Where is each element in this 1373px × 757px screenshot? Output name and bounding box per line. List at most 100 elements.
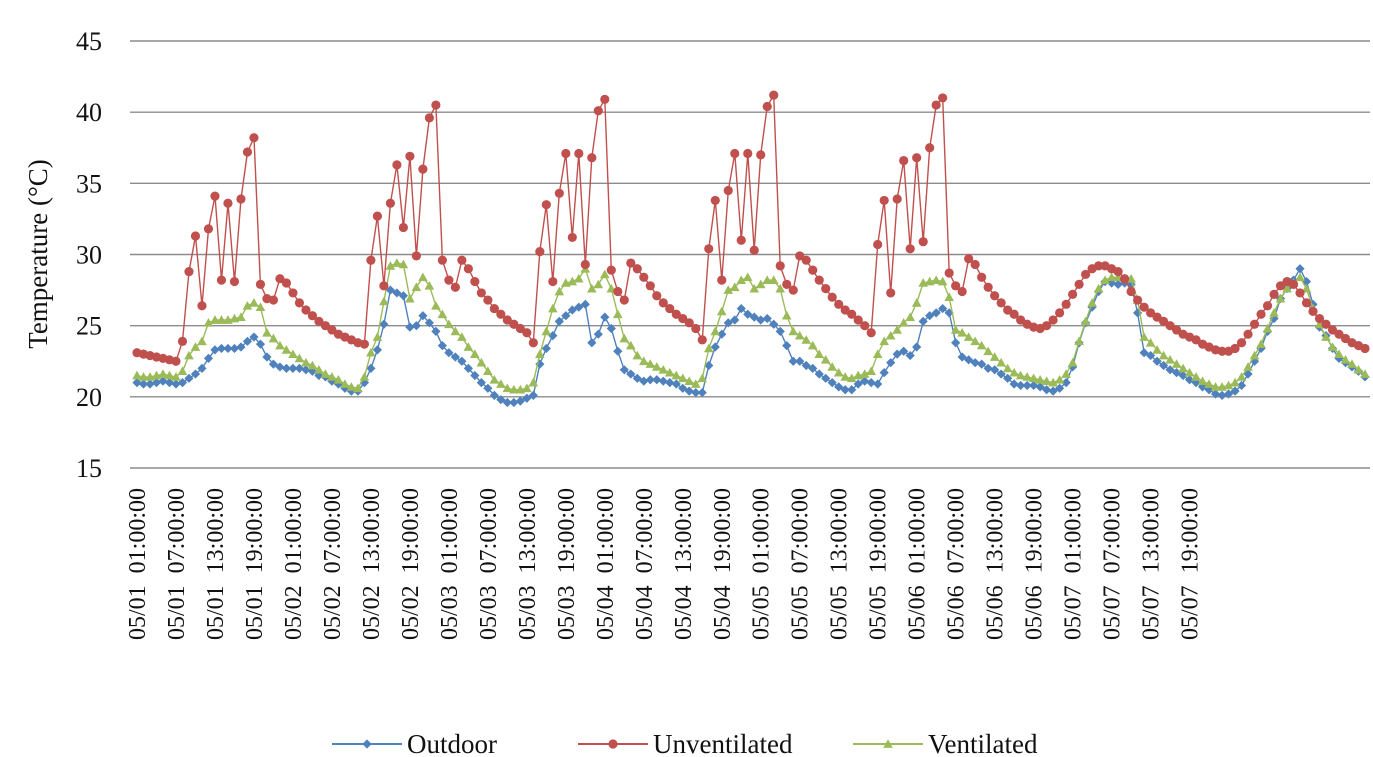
data-point <box>625 340 636 350</box>
data-point <box>1152 312 1162 322</box>
data-point <box>775 326 785 336</box>
data-point <box>723 318 733 328</box>
data-point <box>548 276 558 287</box>
data-point <box>288 288 298 298</box>
data-point <box>1093 283 1104 293</box>
data-point <box>385 198 395 208</box>
data-point <box>1204 379 1214 388</box>
data-point <box>418 311 428 321</box>
data-point <box>1042 321 1052 331</box>
data-point <box>1139 302 1149 312</box>
legend-marker <box>362 739 372 749</box>
x-tick-label: 05/05 19:00:00 <box>866 488 892 640</box>
data-point <box>333 379 344 389</box>
data-point <box>1184 375 1195 385</box>
data-point <box>431 300 441 310</box>
data-point <box>749 245 759 255</box>
data-point <box>886 288 896 298</box>
data-point <box>320 369 331 378</box>
data-point <box>437 255 447 265</box>
data-point <box>950 325 961 334</box>
data-point <box>1308 306 1318 317</box>
data-point <box>268 359 279 369</box>
data-point <box>1191 372 1201 381</box>
data-point <box>820 355 831 364</box>
data-point <box>496 395 506 405</box>
data-point <box>483 383 493 393</box>
data-point <box>866 328 876 338</box>
data-point <box>574 302 584 312</box>
data-point <box>677 373 688 383</box>
data-point <box>489 374 500 384</box>
data-point <box>171 356 181 366</box>
data-point <box>1236 372 1247 381</box>
data-point <box>1106 272 1117 282</box>
data-point <box>502 397 512 408</box>
data-point <box>879 368 889 378</box>
data-point <box>1243 369 1253 379</box>
data-point <box>847 309 857 319</box>
data-point <box>229 276 240 287</box>
data-point <box>639 376 649 386</box>
data-point <box>847 385 857 395</box>
data-point <box>1171 368 1182 378</box>
data-point <box>1042 385 1052 395</box>
data-point <box>1314 313 1325 324</box>
legend-item-unventilated: Unventilated <box>578 729 793 757</box>
data-point <box>665 378 675 388</box>
data-point <box>535 247 545 257</box>
data-point <box>606 265 616 275</box>
data-point <box>1074 336 1084 346</box>
data-point <box>749 283 760 293</box>
data-point <box>476 357 487 367</box>
x-tick-label: 05/02 13:00:00 <box>359 488 385 640</box>
data-point <box>938 93 948 103</box>
data-point <box>684 318 694 328</box>
data-point <box>301 357 311 367</box>
data-point <box>522 393 532 403</box>
data-point <box>138 379 149 389</box>
data-point <box>801 335 812 344</box>
data-point <box>197 363 207 373</box>
data-point <box>931 308 941 318</box>
data-point <box>372 211 383 221</box>
data-point <box>1321 319 1331 329</box>
data-point <box>476 378 486 388</box>
data-point <box>398 222 408 233</box>
data-point <box>164 370 175 380</box>
data-point <box>489 303 499 314</box>
legend-item-outdoor: Outdoor <box>332 729 497 757</box>
legend-marker <box>608 739 618 749</box>
x-tick-label: 05/07 01:00:00 <box>1061 488 1087 640</box>
data-point <box>1171 359 1182 368</box>
data-point <box>528 377 539 387</box>
data-point <box>1132 295 1143 305</box>
data-point <box>561 148 571 159</box>
data-point <box>684 376 695 386</box>
data-point <box>866 366 877 376</box>
data-point <box>483 295 493 305</box>
data-point <box>216 315 227 324</box>
data-point <box>424 318 434 328</box>
data-point <box>1295 272 1305 282</box>
series-layer <box>132 90 1370 408</box>
data-point <box>671 370 682 380</box>
data-point <box>1249 319 1260 329</box>
data-point <box>151 378 162 388</box>
data-point <box>275 274 285 284</box>
data-point <box>567 276 578 286</box>
data-point <box>853 315 863 325</box>
data-point <box>886 358 896 368</box>
data-point <box>795 251 805 261</box>
data-point <box>223 343 233 354</box>
data-point <box>431 100 441 110</box>
data-point <box>541 326 552 336</box>
data-point <box>1055 308 1065 318</box>
data-point <box>567 305 577 315</box>
x-tick-label: 05/07 07:00:00 <box>1100 488 1126 640</box>
data-point <box>1087 298 1097 307</box>
data-point <box>1178 370 1188 381</box>
data-point <box>177 366 188 376</box>
series-unventilated <box>132 90 1370 366</box>
data-point <box>743 148 753 159</box>
